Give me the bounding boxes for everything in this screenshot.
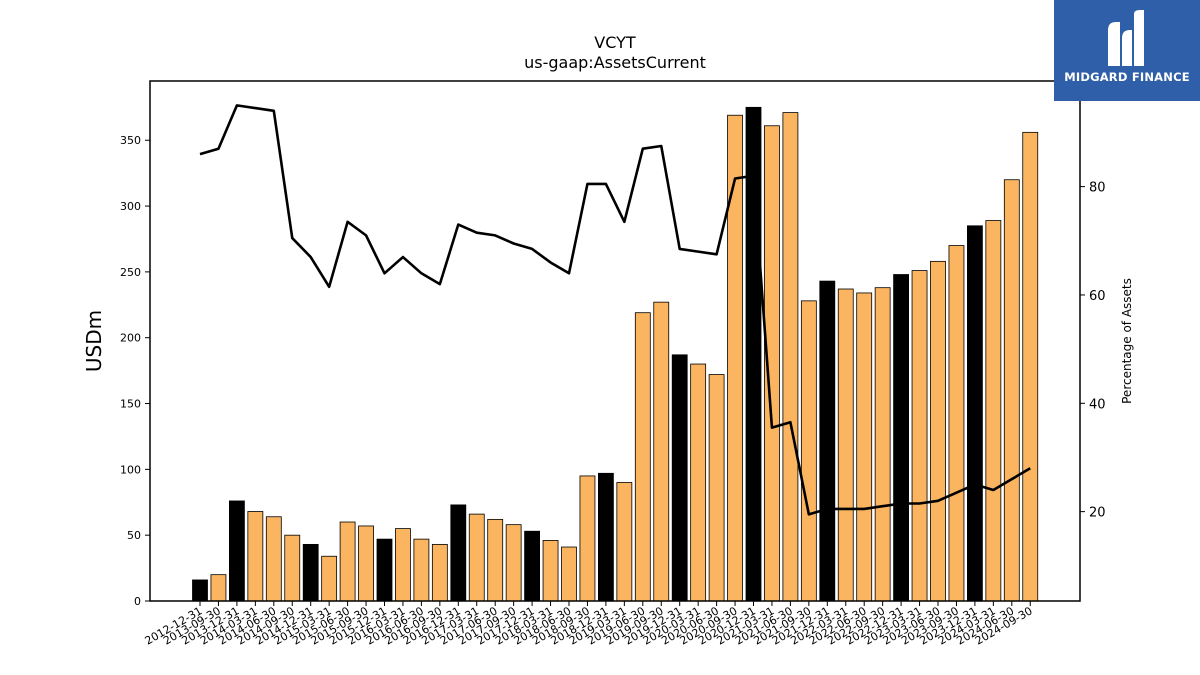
bar (634, 312, 651, 602)
y-axis-label: USDm (82, 310, 106, 372)
bar (930, 260, 946, 602)
bar (800, 300, 817, 602)
x-axis: 2012-12-312013-09-302013-12-312014-03-31… (143, 601, 1035, 648)
y-tick-label: 50 (127, 529, 141, 542)
bar (671, 354, 688, 602)
bar (487, 518, 504, 602)
bar (985, 220, 1002, 602)
bar (819, 280, 836, 602)
y-tick-label: 150 (120, 398, 141, 411)
bar (708, 374, 725, 602)
y-tick-label: 0 (134, 595, 141, 608)
y-axis: 0 50 100 150 200 250 300 350 (120, 134, 150, 608)
bar (321, 555, 338, 602)
bar (967, 225, 983, 602)
bar (1022, 131, 1039, 602)
bar (413, 538, 430, 602)
y-tick-label: 350 (120, 134, 141, 147)
y2-tick-label: 60 (1089, 289, 1106, 304)
bar (468, 513, 485, 602)
bar (431, 543, 448, 602)
bar (265, 516, 282, 602)
bar (579, 475, 596, 602)
bar (727, 114, 743, 602)
chart-subtitle: us-gaap:AssetsCurrent (524, 53, 706, 72)
secondary-y-axis-label: Percentage of Assets (1120, 278, 1134, 404)
bar (911, 270, 928, 602)
y2-tick-label: 40 (1089, 397, 1106, 412)
bar (247, 511, 264, 602)
bar (228, 500, 245, 602)
bar (1003, 179, 1020, 602)
bar (210, 574, 227, 602)
bar (376, 538, 393, 602)
bar (653, 301, 670, 602)
logo-mark-icon (1108, 10, 1144, 66)
bar (893, 274, 909, 602)
bar (505, 524, 522, 602)
bar (782, 112, 799, 602)
bar (561, 546, 577, 602)
y-tick-label: 200 (120, 332, 141, 345)
bar (598, 472, 614, 602)
y-tick-label: 250 (120, 266, 141, 279)
chart-title: VCYT (594, 33, 636, 52)
bar (524, 530, 540, 602)
bar (948, 245, 965, 602)
y2-tick-label: 20 (1089, 506, 1106, 521)
bar (358, 525, 374, 602)
bar (542, 540, 559, 602)
bar (616, 482, 633, 602)
bar (856, 292, 873, 602)
bar (339, 521, 356, 602)
bar (302, 543, 319, 602)
bar (837, 288, 854, 602)
logo-text: MIDGARD FINANCE (1064, 70, 1190, 84)
y-tick-label: 100 (120, 463, 141, 476)
line-series (199, 104, 1031, 516)
y2-tick-label: 80 (1089, 181, 1106, 196)
y-tick-label: 300 (120, 200, 141, 213)
bar (690, 363, 707, 602)
bar-series (192, 106, 1039, 602)
bar (192, 579, 208, 602)
line-path (199, 104, 1031, 516)
bar (450, 504, 467, 602)
bar (284, 534, 301, 602)
bar (874, 287, 891, 602)
bar (395, 528, 411, 602)
plot-frame (149, 80, 1081, 602)
secondary-y-axis: 20 40 60 80 (1080, 181, 1106, 521)
midgard-finance-logo: MIDGARD FINANCE (1054, 0, 1200, 101)
